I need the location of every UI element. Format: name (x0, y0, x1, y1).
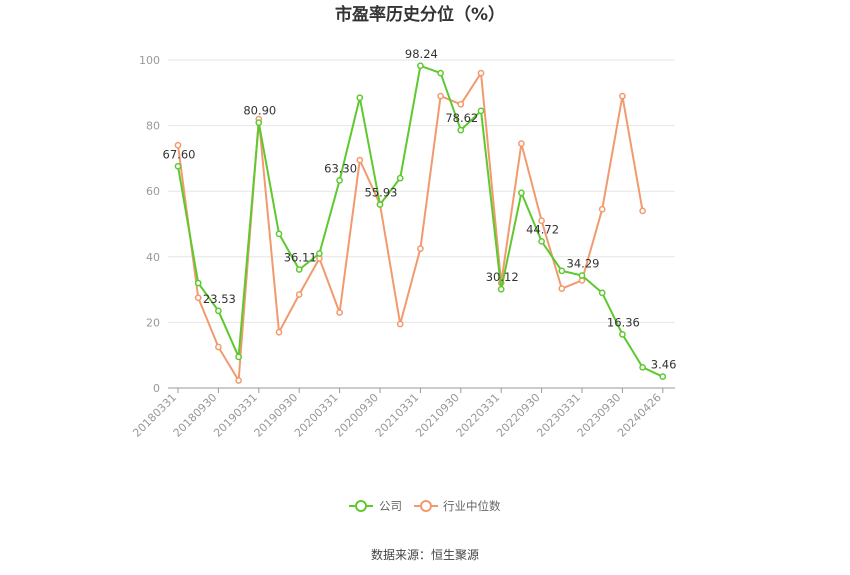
data-label: 80.90 (243, 104, 276, 118)
data-labels: 67.60 23.53 80.90 36.11 63.30 55.93 98.24 78.62… (163, 47, 677, 372)
data-point (659, 373, 667, 381)
data-point (538, 217, 545, 225)
data-label: 23.53 (203, 292, 236, 306)
data-point (396, 320, 404, 328)
data-point (437, 92, 444, 100)
data-point (417, 245, 424, 252)
y-tick-label: 60 (146, 185, 160, 198)
data-label: 98.24 (405, 47, 438, 61)
legend: 公司 行业中位数 (349, 499, 501, 513)
data-point (477, 69, 485, 77)
data-point (376, 201, 384, 208)
data-label: 34.29 (567, 257, 600, 271)
data-point (194, 294, 202, 302)
y-tick-label: 40 (146, 251, 160, 264)
data-label: 3.46 (651, 358, 677, 372)
data-label: 36.11 (284, 251, 317, 265)
y-tick-label: 100 (139, 54, 160, 67)
data-point (417, 62, 424, 70)
data-point (275, 230, 283, 238)
data-point (336, 309, 343, 316)
data-point (518, 189, 525, 197)
data-point (598, 289, 606, 297)
data-point (598, 205, 606, 213)
data-point (255, 119, 263, 126)
data-label: 16.36 (607, 315, 640, 329)
y-tick-label: 80 (146, 120, 160, 133)
data-point (235, 353, 242, 361)
data-label: 30.12 (486, 270, 519, 284)
data-point (457, 126, 465, 134)
data-point (356, 156, 364, 164)
axes: 0204060801002018033120180930201903312019… (130, 54, 675, 440)
y-tick-label: 0 (153, 382, 160, 395)
data-label: 78.62 (445, 111, 478, 125)
data-point (619, 330, 626, 338)
data-point (336, 177, 343, 184)
data-label: 67.60 (163, 147, 196, 161)
series-lines (174, 62, 667, 384)
legend-label: 公司 (379, 499, 402, 513)
data-point (538, 237, 545, 245)
data-point (174, 141, 182, 149)
data-point (316, 250, 323, 257)
data-point (558, 285, 566, 292)
data-label: 55.93 (365, 186, 398, 200)
data-source-note: 数据来源：恒生聚源 (371, 547, 479, 562)
data-point (497, 285, 505, 293)
data-point (295, 266, 303, 273)
x-tick-label: 20240426 (615, 391, 664, 440)
data-point (215, 307, 222, 315)
data-label: 63.30 (324, 161, 357, 175)
data-point (619, 92, 626, 100)
data-point (578, 272, 586, 279)
data-point (275, 328, 283, 336)
data-point (457, 100, 465, 108)
data-point (174, 162, 182, 170)
data-point (194, 279, 202, 287)
data-point (396, 174, 404, 182)
data-point (295, 291, 303, 298)
data-point (639, 363, 646, 371)
data-label: 44.72 (526, 222, 559, 236)
data-point (518, 140, 525, 147)
data-point (639, 207, 646, 215)
data-point (437, 69, 444, 77)
data-point (477, 107, 485, 115)
legend-swatch-marker (420, 500, 432, 512)
legend-swatch-marker (355, 500, 367, 512)
chart-title: 市盈率历史分位（%） (335, 4, 505, 25)
data-point (558, 267, 566, 275)
data-point (235, 377, 242, 384)
data-point (356, 94, 364, 102)
data-point (215, 343, 222, 351)
y-tick-label: 20 (146, 316, 160, 329)
legend-label: 行业中位数 (443, 499, 501, 513)
